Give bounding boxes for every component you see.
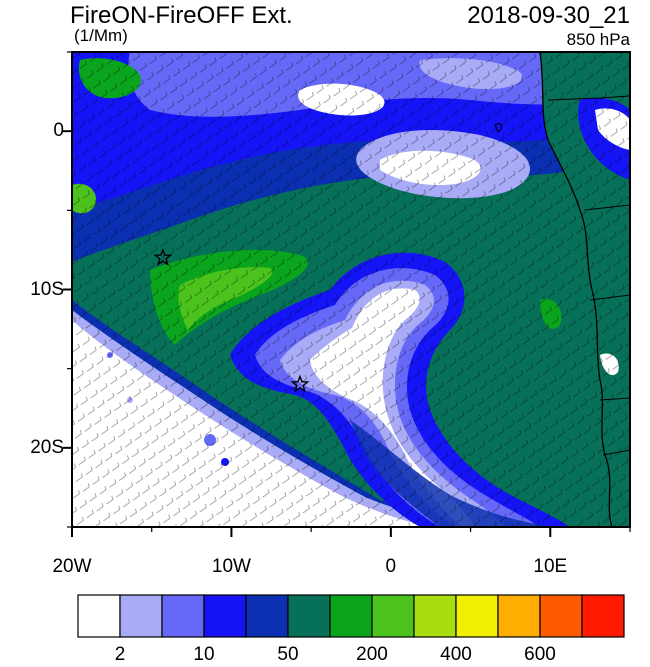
lon-tick-label: 20W — [52, 556, 92, 577]
wind-barbs — [72, 52, 630, 527]
lon-tick-label: 10E — [533, 556, 568, 577]
colorbar-tick-label: 400 — [440, 644, 472, 665]
colorbar-swatch — [371, 594, 415, 638]
colorbar — [77, 594, 625, 638]
map-field — [72, 52, 630, 527]
lat-tick-label: 20S — [30, 436, 64, 458]
lat-tick-label: 10S — [30, 278, 64, 300]
colorbar-swatch — [287, 594, 331, 638]
star-marker-center — [290, 374, 310, 393]
plot-title: FireON-FireOFF Ext. — [70, 2, 293, 29]
colorbar-swatch — [161, 594, 205, 638]
lat-tick-label: 0 — [53, 120, 64, 142]
axis-ticks — [63, 51, 631, 537]
colorbar-tick-label: 200 — [356, 644, 388, 665]
colorbar-swatch — [455, 594, 499, 638]
pressure-level: 850 hPa — [566, 30, 630, 49]
colorbar-tick-label: 600 — [524, 644, 556, 665]
colorbar-swatch — [581, 594, 625, 638]
colorbar-swatch — [497, 594, 541, 638]
colorbar-tick-label: 10 — [193, 644, 215, 665]
colorbar-swatch — [203, 594, 247, 638]
lon-tick-label: 0 — [385, 556, 397, 577]
lon-tick-label: 10W — [211, 556, 251, 577]
colorbar-swatch — [119, 594, 163, 638]
colorbar-swatch — [329, 594, 373, 638]
colorbar-swatch — [77, 594, 121, 638]
star-marker-west — [153, 247, 173, 266]
units-label: (1/Mm) — [74, 26, 128, 45]
valid-time: 2018-09-30_21 — [467, 2, 630, 29]
colorbar-swatch — [539, 594, 583, 638]
site-markers — [153, 247, 310, 393]
colorbar-tick-label: 50 — [277, 644, 299, 665]
colorbar-swatch — [413, 594, 457, 638]
colorbar-swatch — [245, 594, 289, 638]
colorbar-tick-label: 2 — [114, 644, 126, 665]
